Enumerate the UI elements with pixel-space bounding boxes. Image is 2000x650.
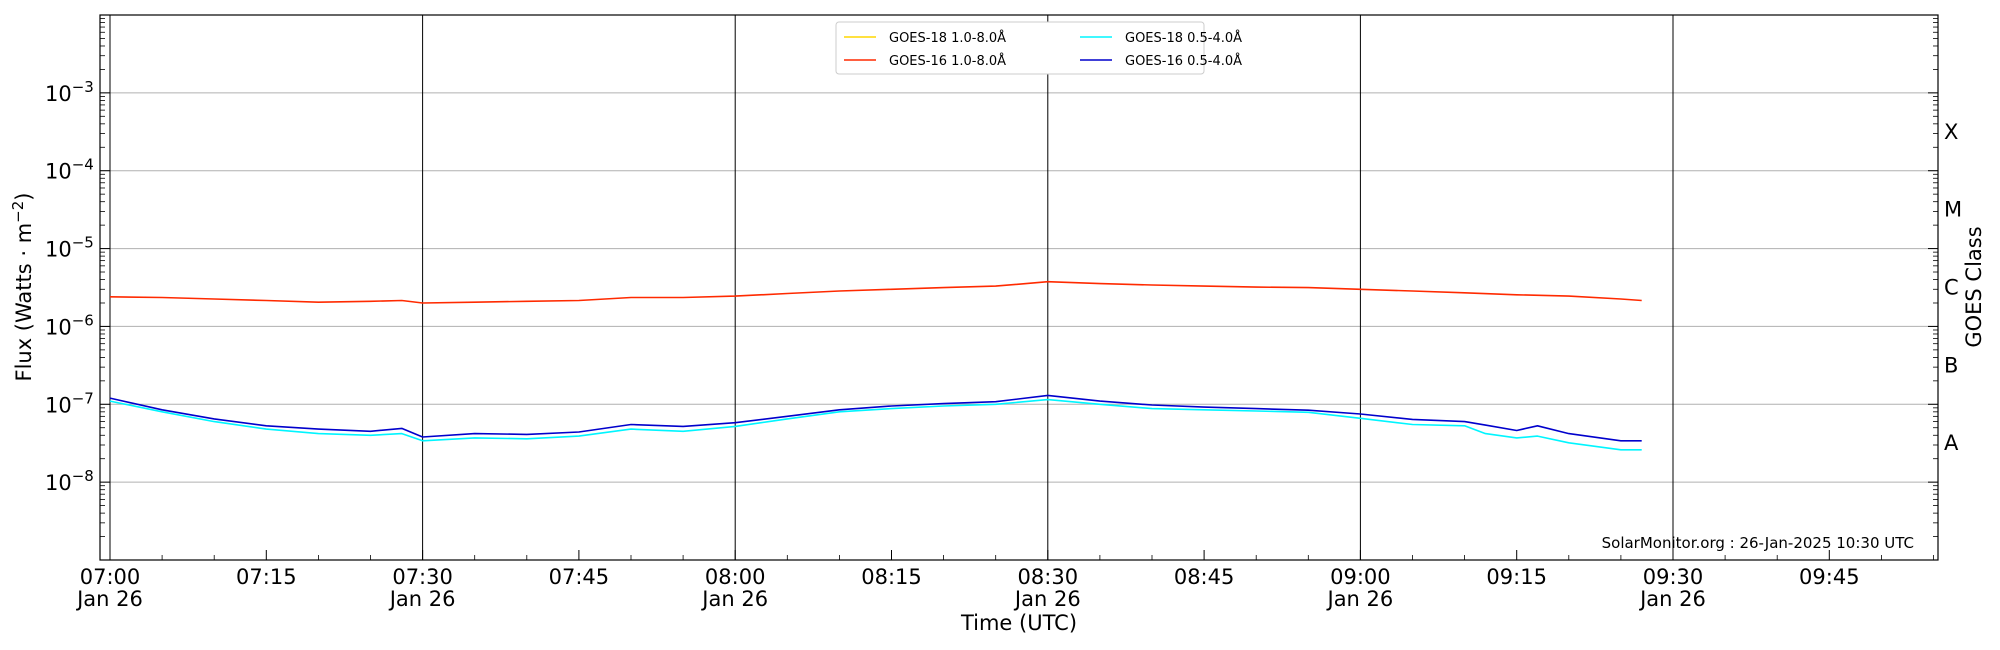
credit-text: SolarMonitor.org : 26-Jan-2025 10:30 UTC (1602, 534, 1914, 552)
y-tick-label: 10−6 (45, 311, 94, 339)
x-tick-label: 08:00 (705, 565, 766, 589)
series-lines (109, 280, 1642, 451)
x-tick-label: 07:30 (392, 565, 453, 589)
x-tick-label: 09:30 (1643, 565, 1704, 589)
goes-class-label: C (1944, 276, 1959, 300)
x-tick-label: 08:30 (1018, 565, 1079, 589)
x-tick-sublabel: Jan 26 (1326, 587, 1394, 611)
y-tick-label: 10−7 (45, 389, 94, 417)
y-axis-title: Flux (Watts · m−2) (9, 192, 36, 381)
y-tick-labels: 10−8 10−7 10−6 10−5 10−4 10−3 (45, 78, 94, 495)
x-tick-sublabel: Jan 26 (1638, 587, 1706, 611)
x-tick-sublabel: Jan 26 (75, 587, 143, 611)
x-tick-label: 09:45 (1799, 565, 1860, 589)
y-tick-label: 10−5 (45, 234, 94, 262)
legend-entry: GOES-16 1.0-8.0Å (889, 53, 1006, 69)
x-tick-label: 08:45 (1174, 565, 1235, 589)
goes-class-label: B (1944, 353, 1958, 377)
y-tick-label: 10−3 (45, 78, 94, 106)
x-tick-label: 09:15 (1486, 565, 1547, 589)
goes-class-label: A (1944, 431, 1959, 455)
plot-frame (99, 14, 1939, 561)
grid-lines (100, 92, 1938, 483)
series-line-2 (109, 280, 1642, 304)
series-line-4 (109, 394, 1642, 442)
axis-ticks (100, 14, 1938, 561)
vertical-time-lines (109, 15, 1674, 560)
goes-class-label: X (1944, 120, 1958, 144)
y-tick-label: 10−8 (45, 467, 94, 495)
y-tick-label: 10−4 (45, 156, 94, 184)
x-tick-label: 07:45 (549, 565, 610, 589)
x-axis-title: Time (UTC) (960, 611, 1077, 635)
series-line-3 (109, 398, 1642, 451)
x-tick-sublabel: Jan 26 (388, 587, 456, 611)
x-tick-label: 07:00 (80, 565, 141, 589)
legend-entry: GOES-16 0.5-4.0Å (1125, 53, 1242, 69)
x-tick-sublabel: Jan 26 (1013, 587, 1081, 611)
x-tick-label: 07:15 (236, 565, 297, 589)
x-tick-label: 09:00 (1330, 565, 1391, 589)
x-tick-label: 08:15 (861, 565, 922, 589)
legend-entry: GOES-18 1.0-8.0Å (889, 30, 1006, 46)
legend-entry: GOES-18 0.5-4.0Å (1125, 30, 1242, 46)
legend: GOES-18 1.0-8.0Å GOES-16 1.0-8.0Å GOES-18 … (835, 21, 1242, 75)
right-axis-title: GOES Class (1962, 226, 1986, 347)
legend-box (835, 21, 1205, 75)
x-tick-sublabel: Jan 26 (700, 587, 768, 611)
goes-class-label: M (1944, 198, 1962, 222)
goes-class-labels: A B C M X (1944, 120, 1962, 455)
plot-background (100, 15, 1938, 560)
